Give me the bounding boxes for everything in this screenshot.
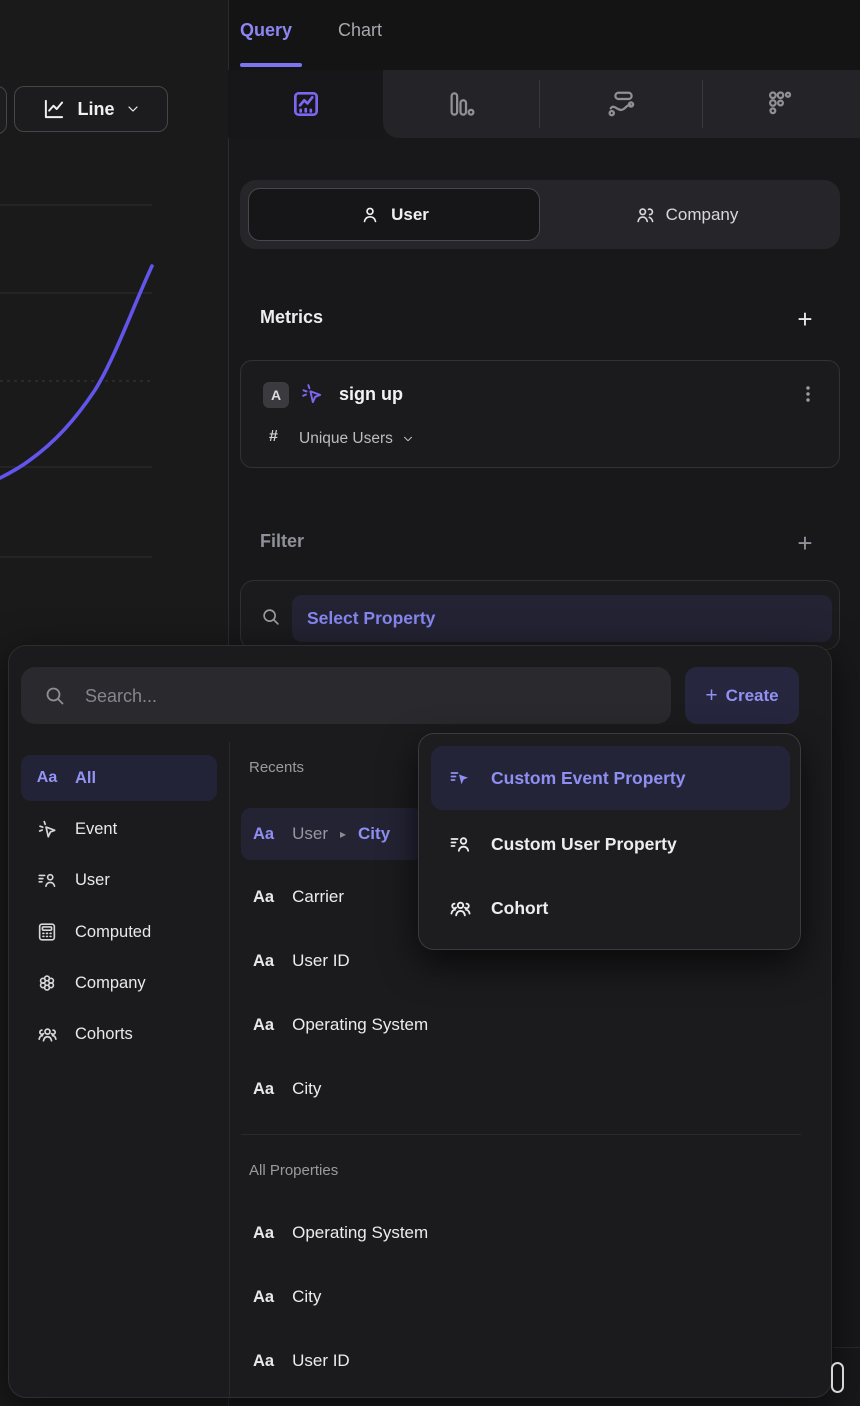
toggle-user[interactable]: User <box>248 188 540 241</box>
filter-title: Filter <box>260 531 305 551</box>
property-item-city[interactable]: Aa City <box>253 1287 322 1306</box>
computed-icon <box>38 923 56 941</box>
clipped-element-fragment <box>831 1362 844 1393</box>
aggregation-selector[interactable]: Unique Users <box>299 430 415 448</box>
event-spark-icon <box>38 820 56 838</box>
line-chart-icon <box>45 99 64 119</box>
line-chart-preview <box>0 204 154 558</box>
clipped-neighbor-button <box>0 86 7 134</box>
recents-heading: Recents <box>249 759 305 776</box>
menu-item-cohort[interactable]: Cohort <box>431 882 790 934</box>
tab-query[interactable]: Query <box>240 20 293 40</box>
user-icon <box>363 207 377 222</box>
property-item-operating-system[interactable]: Aa Operating System <box>253 1223 429 1242</box>
cohort-icon <box>450 901 470 916</box>
tab-separator <box>702 80 703 128</box>
category-event[interactable]: Event <box>21 806 217 852</box>
chart-type-label: Line <box>77 98 115 119</box>
category-company[interactable]: Company <box>21 960 217 1006</box>
chevron-right-icon: ▸ <box>340 827 347 841</box>
flows-icon <box>607 91 634 117</box>
metrics-title: Metrics <box>260 307 324 327</box>
header-tabs: Query Chart <box>228 0 860 70</box>
series-line <box>0 264 154 480</box>
active-tab-underline <box>240 63 302 67</box>
recent-item-city[interactable]: Aa City <box>253 1079 322 1098</box>
recent-item-operating-system[interactable]: Aa Operating System <box>253 1015 429 1034</box>
tab-chart[interactable]: Chart <box>338 20 383 40</box>
inactive-tabs-strip <box>383 70 860 138</box>
recent-item-user-id[interactable]: Aa User ID <box>253 951 350 970</box>
entity-toggle: User Company <box>240 180 840 249</box>
chevron-down-icon <box>403 436 412 442</box>
chart-type-tabs <box>228 70 860 138</box>
category-user[interactable]: User <box>21 857 217 903</box>
search-icon <box>46 687 64 705</box>
bar-chart-icon <box>450 92 475 116</box>
event-spark-icon <box>302 384 322 404</box>
picker-column-divider <box>229 742 230 1398</box>
plus-icon: + <box>705 683 718 707</box>
search-icon <box>263 609 279 625</box>
filter-card: Select Property <box>240 580 840 650</box>
section-divider <box>241 1134 801 1135</box>
create-button[interactable]: + Create <box>685 667 799 724</box>
panel-header <box>228 0 860 70</box>
category-all[interactable]: Aa All <box>21 755 217 801</box>
property-item-user-id[interactable]: Aa User ID <box>253 1351 350 1370</box>
background-divider-fragment <box>833 1347 860 1348</box>
all-properties-heading: All Properties <box>249 1162 339 1179</box>
company-icon <box>636 207 654 222</box>
custom-user-property-icon <box>450 837 470 852</box>
chevron-down-icon <box>127 106 138 112</box>
category-computed[interactable]: Computed <box>21 909 217 955</box>
kebab-menu-icon[interactable] <box>797 383 819 405</box>
metric-event-name: sign up <box>339 384 403 404</box>
aa-text-icon: Aa <box>36 769 58 786</box>
user-property-icon <box>38 873 56 888</box>
picker-search-input[interactable] <box>83 667 657 726</box>
tab-bar-chart[interactable] <box>383 70 539 138</box>
tab-funnel[interactable] <box>702 70 860 138</box>
cohorts-icon <box>37 1027 57 1042</box>
add-filter-button[interactable]: + <box>797 528 813 558</box>
menu-item-custom-event-property[interactable]: Custom Event Property <box>431 746 790 810</box>
select-property-field[interactable]: Select Property <box>292 595 832 642</box>
chart-type-dropdown[interactable]: Line <box>14 86 168 132</box>
picker-search <box>21 667 671 726</box>
toggle-company[interactable]: Company <box>540 188 832 241</box>
tab-flows[interactable] <box>539 70 702 138</box>
tab-separator <box>539 80 540 128</box>
funnel-dots-icon <box>768 91 792 115</box>
aggregation-hash-icon: # <box>269 428 278 445</box>
custom-event-property-icon <box>450 772 468 785</box>
create-menu: Custom Event Property Custom User Proper… <box>418 733 801 950</box>
company-cluster-icon <box>39 975 55 991</box>
recent-item-user-city[interactable]: Aa User ▸ City <box>241 808 423 860</box>
category-cohorts[interactable]: Cohorts <box>21 1011 217 1057</box>
tab-insights[interactable] <box>228 70 383 138</box>
menu-item-custom-user-property[interactable]: Custom User Property <box>431 818 790 870</box>
recent-item-carrier[interactable]: Aa Carrier <box>253 887 345 906</box>
insights-line-icon <box>293 92 318 116</box>
metric-card[interactable]: A sign up # Unique Users <box>240 360 840 468</box>
metric-letter-badge: A <box>263 382 289 408</box>
add-metric-button[interactable]: + <box>797 304 813 334</box>
